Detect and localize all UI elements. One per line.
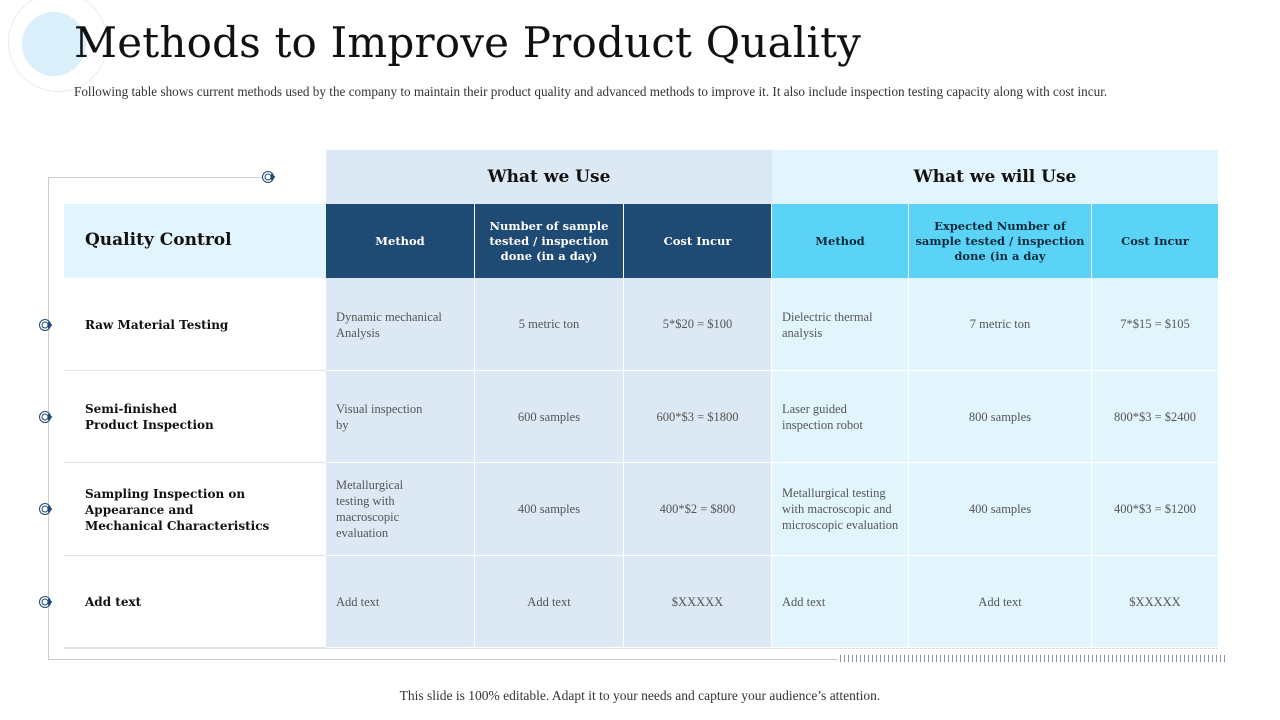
row-label-text: Raw Material Testing bbox=[85, 318, 229, 332]
row-label-text: Semi-finished Product Inspection bbox=[85, 402, 214, 432]
table-cell: Dielectric thermal analysis bbox=[772, 278, 909, 371]
decorative-circle-inner bbox=[22, 12, 86, 76]
table-cell: $XXXXX bbox=[624, 556, 772, 648]
table-row-label: Sampling Inspection on Appearance and Me… bbox=[64, 463, 326, 556]
row-header-quality-control: Quality Control bbox=[64, 204, 326, 278]
decorative-hatch-bar bbox=[840, 655, 1228, 662]
table-cell: 600*$3 = $1800 bbox=[624, 371, 772, 463]
group-header-what-we-use: What we Use bbox=[326, 150, 772, 204]
table-row-label: Raw Material Testing bbox=[64, 278, 326, 371]
table-cell: 5 metric ton bbox=[475, 278, 624, 371]
frame-bottom-line bbox=[48, 659, 838, 660]
circle-arrow-icon bbox=[39, 319, 53, 331]
row-header-label: Quality Control bbox=[85, 230, 232, 250]
column-header-use-cost: Cost Incur bbox=[624, 204, 772, 278]
row-label-text: Add text bbox=[85, 595, 142, 609]
table-cell: 600 samples bbox=[475, 371, 624, 463]
page-title: Methods to Improve Product Quality bbox=[74, 18, 862, 67]
table-cell: 5*$20 = $100 bbox=[624, 278, 772, 371]
circle-arrow-icon bbox=[262, 171, 276, 183]
table-cell: Add text bbox=[909, 556, 1092, 648]
table-cell: 7*$15 = $105 bbox=[1092, 278, 1218, 371]
column-header-will-samples: Expected Number of sample tested / inspe… bbox=[909, 204, 1092, 278]
table-bottom-line bbox=[64, 648, 1218, 649]
table-cell: 400 samples bbox=[909, 463, 1092, 556]
table-cell: Laser guided inspection robot bbox=[772, 371, 909, 463]
table-cell: 800*$3 = $2400 bbox=[1092, 371, 1218, 463]
circle-arrow-icon bbox=[39, 411, 53, 423]
table-cell: 7 metric ton bbox=[909, 278, 1092, 371]
column-header-use-samples: Number of sample tested / inspection don… bbox=[475, 204, 624, 278]
frame-top-line bbox=[48, 177, 266, 178]
table-cell: Add text bbox=[772, 556, 909, 648]
group-label-use: What we Use bbox=[487, 167, 611, 187]
group-header-what-we-will-use: What we will Use bbox=[772, 150, 1218, 204]
table-cell: $XXXXX bbox=[1092, 556, 1218, 648]
group-label-will: What we will Use bbox=[913, 167, 1077, 187]
table-cell: Dynamic mechanical Analysis bbox=[326, 278, 475, 371]
circle-arrow-icon bbox=[39, 503, 53, 515]
table-cell: Add text bbox=[475, 556, 624, 648]
table-cell: 400*$2 = $800 bbox=[624, 463, 772, 556]
footer-note: This slide is 100% editable. Adapt it to… bbox=[399, 688, 881, 703]
table-row-label: Add text bbox=[64, 556, 326, 648]
row-label-text: Sampling Inspection on Appearance and Me… bbox=[85, 487, 270, 533]
table-cell: Add text bbox=[326, 556, 475, 648]
column-header-will-method: Method bbox=[772, 204, 909, 278]
table-cell: 800 samples bbox=[909, 371, 1092, 463]
table-row-label: Semi-finished Product Inspection bbox=[64, 371, 326, 463]
column-header-will-cost: Cost Incur bbox=[1092, 204, 1218, 278]
table-cell: 400*$3 = $1200 bbox=[1092, 463, 1218, 556]
column-header-use-method: Method bbox=[326, 204, 475, 278]
table-cell: Metallurgical testing with macroscopic a… bbox=[772, 463, 909, 556]
table-cell: 400 samples bbox=[475, 463, 624, 556]
table-cell: Visual inspection by bbox=[326, 371, 475, 463]
page-subtitle: Following table shows current methods us… bbox=[74, 84, 1108, 99]
circle-arrow-icon bbox=[39, 596, 53, 608]
table-cell: Metallurgical testing with macroscopic e… bbox=[326, 463, 475, 556]
